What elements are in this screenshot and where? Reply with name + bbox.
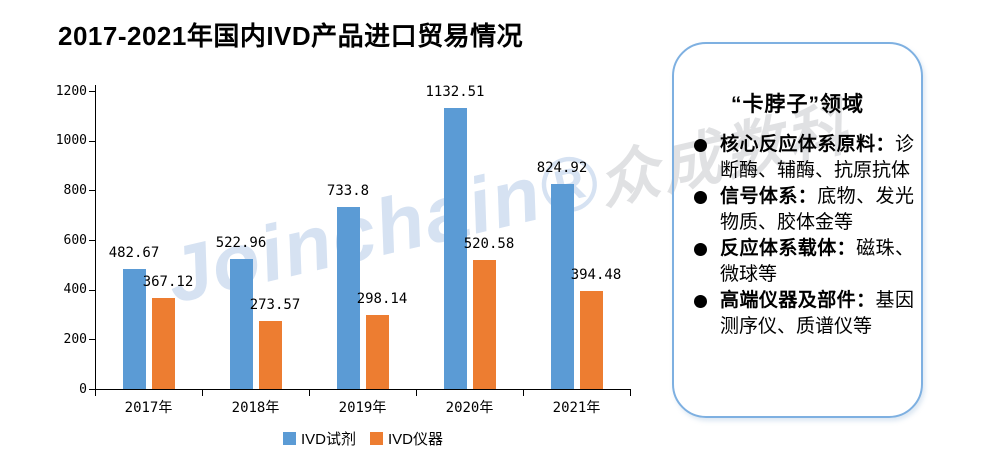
legend-label: IVD试剂 — [300, 431, 356, 448]
legend-swatch — [282, 432, 296, 445]
bullet-label: 高端仪器及部件： — [720, 290, 876, 311]
y-tick-label: 200 — [63, 331, 87, 347]
bar-value-label: 298.14 — [356, 290, 408, 307]
bullet-item-reaction-carriers: 反应体系载体：磁珠、微球等 — [686, 236, 914, 288]
panel-title: “卡脖子”领域 — [731, 93, 864, 116]
bullet-text: 诊断酶、辅酶、抗原抗体 — [720, 134, 914, 181]
x-tick-label: 2021年 — [552, 400, 601, 416]
bar-IVD仪器-2019年 — [365, 314, 389, 389]
bullet-text: 基因测序仪、质谱仪等 — [720, 290, 914, 337]
y-axis — [95, 85, 96, 390]
x-axis-tick — [202, 390, 203, 396]
bullet-icon — [694, 139, 707, 152]
bar-IVD仪器-2018年 — [258, 321, 282, 389]
y-tick-label: 800 — [63, 182, 87, 198]
bullet-icon — [694, 191, 707, 204]
x-tick-label: 2017年 — [124, 400, 173, 416]
y-tick-label: 0 — [79, 381, 87, 397]
bar-value-label: 1132.51 — [425, 83, 485, 100]
x-axis-tick — [523, 390, 524, 396]
bar-IVD试剂-2017年 — [122, 269, 146, 389]
bar-value-label: 522.96 — [215, 235, 267, 252]
bar-IVD试剂-2018年 — [229, 259, 253, 389]
bar-value-label: 482.67 — [108, 245, 160, 262]
bar-value-label: 520.58 — [463, 235, 515, 252]
bar-IVD仪器-2020年 — [472, 259, 496, 389]
x-axis-tick — [309, 390, 310, 396]
x-tick-label: 2018年 — [231, 400, 280, 416]
x-tick-label: 2019年 — [338, 400, 387, 416]
y-axis-tick — [89, 289, 95, 291]
bullet-item-core-materials: 核心反应体系原料：诊断酶、辅酶、抗原抗体 — [686, 132, 914, 184]
bullet-label: 核心反应体系原料： — [720, 134, 895, 155]
bullet-icon — [694, 243, 707, 256]
y-axis-tick — [89, 240, 95, 241]
bar-IVD仪器-2021年 — [579, 291, 603, 389]
bar-IVD仪器-2017年 — [151, 297, 175, 389]
x-axis-tick — [630, 390, 631, 396]
y-axis-tick — [89, 190, 95, 192]
y-axis-tick — [89, 91, 95, 92]
bar-value-label: 273.57 — [249, 297, 301, 314]
y-tick-label: 1000 — [55, 133, 87, 149]
y-axis-tick — [89, 339, 95, 341]
bar-value-label: 824.92 — [536, 160, 588, 177]
legend: IVD试剂 IVD仪器 — [95, 428, 631, 449]
x-axis — [95, 389, 631, 390]
bullet-text: 底物、发光物质、胶体金等 — [720, 186, 914, 233]
legend-item-IVD仪器: IVD仪器 — [370, 428, 443, 449]
bar-value-label: 367.12 — [142, 273, 194, 290]
y-tick-label: 400 — [63, 282, 87, 298]
chart-title: 2017-2021年国内IVD产品进口贸易情况 — [58, 21, 524, 51]
bar-IVD试剂-2021年 — [550, 184, 574, 389]
x-tick-label: 2020年 — [445, 400, 494, 416]
bar-value-label: 733.8 — [326, 182, 370, 199]
legend-item-IVD试剂: IVD试剂 — [282, 428, 356, 449]
x-axis-tick — [95, 390, 96, 396]
legend-swatch — [370, 432, 383, 445]
y-tick-label: 600 — [63, 232, 87, 248]
bar-chart: 0 200 400 600 800 1000 1200 2017年 2018年 2019年 2020… — [55, 83, 631, 416]
bullet-list: 核心反应体系原料：诊断酶、辅酶、抗原抗体 信号体系：底物、发光物质、胶体金等 反… — [686, 132, 914, 340]
y-axis-tick — [89, 389, 95, 390]
bottleneck-panel: “卡脖子”领域 核心反应体系原料：诊断酶、辅酶、抗原抗体 信号体系：底物、发光物… — [672, 42, 923, 418]
bullet-item-signal-system: 信号体系：底物、发光物质、胶体金等 — [686, 184, 914, 236]
bar-value-label: 394.48 — [570, 267, 622, 284]
bullet-text: 磁珠、微球等 — [720, 238, 914, 285]
y-axis-tick — [89, 140, 95, 142]
legend-label: IVD仪器 — [388, 431, 444, 448]
bullet-label: 信号体系： — [720, 186, 818, 207]
bullet-icon — [694, 295, 707, 308]
x-axis-tick — [416, 390, 417, 396]
bar-IVD试剂-2020年 — [443, 107, 467, 389]
y-tick-label: 1200 — [55, 83, 87, 99]
bullet-item-highend-instruments: 高端仪器及部件：基因测序仪、质谱仪等 — [686, 288, 914, 340]
bullet-label: 反应体系载体： — [720, 238, 857, 259]
bar-IVD试剂-2019年 — [336, 206, 360, 389]
